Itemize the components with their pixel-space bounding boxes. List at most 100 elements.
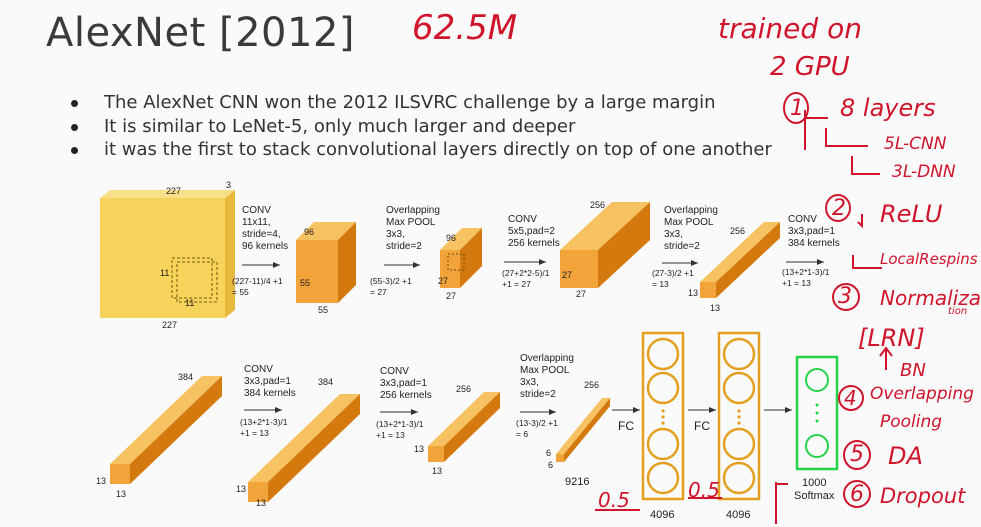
svg-text:11x11,: 11x11, xyxy=(242,217,271,228)
bullet-list: The AlexNet CNN won the 2012 ILSVRC chal… xyxy=(60,92,772,163)
annotation-cnn: 5L-CNN xyxy=(884,134,947,154)
svg-text:6: 6 xyxy=(546,448,551,458)
annotation-num-5: 5 xyxy=(850,442,864,467)
svg-text:3x3,pad=1: 3x3,pad=1 xyxy=(380,378,427,389)
annotation-dropout: Dropout xyxy=(880,484,966,508)
conv4-block: CONV 3x3,pad=1 384 kernels (13+2*1-3)/1 … xyxy=(240,364,296,438)
svg-text:27: 27 xyxy=(446,291,456,301)
annotation-layers: 8 layers xyxy=(840,94,936,122)
svg-text:256 kernels: 256 kernels xyxy=(380,390,432,401)
pool2-block: Overlapping Max POOL 3x3, stride=2 (27-3… xyxy=(652,205,718,289)
svg-text:27: 27 xyxy=(562,270,572,280)
svg-text:(13+2*1-3)/1: (13+2*1-3)/1 xyxy=(376,419,424,429)
annotation-num-4: 4 xyxy=(844,386,857,410)
fc1-label: FC xyxy=(618,419,634,433)
svg-text:CONV: CONV xyxy=(788,214,817,225)
annotation-lrn: [LRN] xyxy=(858,324,925,352)
annotation-local: LocalRespins xyxy=(880,250,978,268)
annotation-overlap-2: Pooling xyxy=(880,412,943,432)
svg-text:CONV: CONV xyxy=(508,214,537,225)
svg-text:13: 13 xyxy=(710,303,720,313)
output-size: 1000 xyxy=(802,477,826,489)
annotation-relu: ReLU xyxy=(880,200,943,228)
input-kernel-label: 11 xyxy=(160,268,169,278)
flatten-size: 9216 xyxy=(565,476,589,488)
svg-text:384: 384 xyxy=(318,377,333,387)
svg-text:3x3,: 3x3, xyxy=(520,377,539,388)
fc2-layer xyxy=(717,331,761,501)
input-depth-label: 3 xyxy=(226,180,231,190)
svg-text:256: 256 xyxy=(590,200,605,210)
svg-text:CONV: CONV xyxy=(244,364,273,375)
volume-6 xyxy=(248,394,360,502)
svg-text:(27+2*2-5)/1: (27+2*2-5)/1 xyxy=(502,268,550,278)
svg-text:96: 96 xyxy=(304,227,314,237)
svg-text:(55-3)/2 +1: (55-3)/2 +1 xyxy=(370,276,412,286)
bullet-item: The AlexNet CNN won the 2012 ILSVRC chal… xyxy=(60,92,772,116)
conv1-block: CONV 11x11, stride=4, 96 kernels (227-11… xyxy=(232,205,288,297)
volume-4 xyxy=(700,222,780,298)
volume-3 xyxy=(560,202,650,288)
svg-text:6: 6 xyxy=(548,460,553,470)
input-height-label: 227 xyxy=(162,320,177,330)
fc1-layer xyxy=(641,331,685,501)
svg-text:96 kernels: 96 kernels xyxy=(242,241,288,252)
softmax-label: Softmax xyxy=(794,490,835,502)
svg-text:55: 55 xyxy=(300,278,310,288)
annotation-dropout-1: 0.5 xyxy=(598,488,630,512)
annotation-dropout-2: 0.5 xyxy=(688,478,720,502)
svg-text:(13+2*1-3)/1: (13+2*1-3)/1 xyxy=(782,267,830,277)
input-width-label: 227 xyxy=(166,186,181,196)
annotation-norm-1: Normaliza xyxy=(880,286,981,310)
svg-text:5x5,pad=2: 5x5,pad=2 xyxy=(508,226,555,237)
svg-text:256: 256 xyxy=(584,380,599,390)
annotation-strokes xyxy=(595,110,893,524)
pool3-block: Overlapping Max POOL 3x3, stride=2 (13-3… xyxy=(516,353,574,439)
svg-text:Overlapping: Overlapping xyxy=(386,205,440,216)
svg-text:+1 = 13: +1 = 13 xyxy=(782,278,811,288)
annotation-num-6: 6 xyxy=(850,482,864,507)
annotation-params: 62.5M xyxy=(412,8,518,48)
svg-text:13: 13 xyxy=(414,444,424,454)
fc2-size: 4096 xyxy=(726,509,750,521)
svg-text:13: 13 xyxy=(236,484,246,494)
softmax-layer xyxy=(795,355,839,471)
svg-text:stride=4,: stride=4, xyxy=(242,229,281,240)
svg-text:256: 256 xyxy=(730,226,745,236)
fc2-label: FC xyxy=(694,419,710,433)
volume-7 xyxy=(428,392,500,462)
svg-text:+1 = 13: +1 = 13 xyxy=(240,428,269,438)
conv2-block: CONV 5x5,pad=2 256 kernels (27+2*2-5)/1 … xyxy=(502,214,560,289)
svg-text:13: 13 xyxy=(256,498,266,508)
annotation-trained-2: 2 GPU xyxy=(770,52,850,82)
pool1-block: Overlapping Max POOL 3x3, stride=2 (55-3… xyxy=(370,205,440,297)
svg-text:256: 256 xyxy=(456,384,471,394)
svg-text:stride=2: stride=2 xyxy=(664,241,700,252)
svg-text:3x3,: 3x3, xyxy=(664,229,683,240)
fc1-size: 4096 xyxy=(650,509,674,521)
svg-text:3x3,pad=1: 3x3,pad=1 xyxy=(788,226,835,237)
svg-text:256 kernels: 256 kernels xyxy=(508,238,560,249)
svg-text:(13+2*1-3)/1: (13+2*1-3)/1 xyxy=(240,417,288,427)
volume-2 xyxy=(440,228,482,288)
svg-text:384 kernels: 384 kernels xyxy=(244,388,296,399)
conv3-block: CONV 3x3,pad=1 384 kernels (13+2*1-3)/1 … xyxy=(782,214,840,288)
svg-text:96: 96 xyxy=(446,233,456,243)
svg-text:= 27: = 27 xyxy=(370,287,387,297)
annotation-trained-1: trained on xyxy=(718,12,862,45)
annotation-bn: BN xyxy=(900,360,926,381)
page-title: AlexNet [2012] xyxy=(46,10,355,56)
svg-text:+1 = 13: +1 = 13 xyxy=(376,430,405,440)
svg-text:Overlapping: Overlapping xyxy=(664,205,718,216)
svg-text:CONV: CONV xyxy=(380,366,409,377)
annotation-overlap-1: Overlapping xyxy=(870,384,974,404)
svg-text:Max POOL: Max POOL xyxy=(386,217,436,228)
svg-text:384: 384 xyxy=(178,372,193,382)
annotation-dnn: 3L-DNN xyxy=(892,162,956,182)
svg-text:55: 55 xyxy=(318,305,328,315)
annotation-num-1: 1 xyxy=(790,96,804,121)
volume-8 xyxy=(556,398,610,462)
conv5-block: CONV 3x3,pad=1 256 kernels (13+2*1-3)/1 … xyxy=(376,366,432,440)
